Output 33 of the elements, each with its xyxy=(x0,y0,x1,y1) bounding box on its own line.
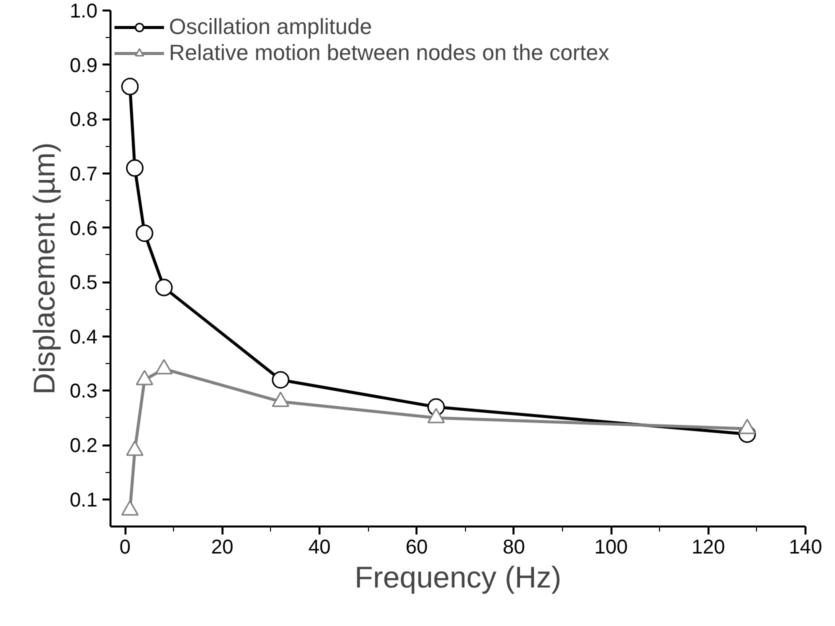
legend-label: Relative motion between nodes on the cortex xyxy=(169,40,610,66)
x-tick-label: 120 xyxy=(692,536,725,558)
y-tick-label: 0.9 xyxy=(70,54,98,77)
y-tick-label: 0.8 xyxy=(70,109,98,132)
y-tick-label: 1.0 xyxy=(70,0,98,22)
point xyxy=(155,278,173,296)
point xyxy=(738,418,756,434)
point xyxy=(121,500,139,516)
y-tick-label: 0.1 xyxy=(70,489,98,512)
y-axis-title: Displacement (µm) xyxy=(28,142,62,395)
y-tick-label: 0.3 xyxy=(70,380,98,403)
y-tick-label: 0.2 xyxy=(70,435,98,458)
point xyxy=(272,392,290,407)
y-tick-label: 0.5 xyxy=(70,272,98,294)
point xyxy=(121,78,139,96)
y-tick-label: 0.7 xyxy=(70,163,98,186)
x-tick-label: 140 xyxy=(788,536,822,558)
y-tick-label: 0.6 xyxy=(70,218,98,240)
x-tick-label: 100 xyxy=(594,536,628,558)
x-tick-label: 60 xyxy=(406,536,428,558)
y-tick-label: 0.4 xyxy=(70,326,98,348)
x-tick-label: 40 xyxy=(308,536,331,558)
point xyxy=(136,370,154,386)
point xyxy=(155,358,173,374)
point xyxy=(136,224,154,242)
x-tick-label: 80 xyxy=(502,536,526,558)
legend-label: Oscillation amplitude xyxy=(169,14,372,40)
x-tick-label: 0 xyxy=(120,536,131,558)
point xyxy=(126,440,144,456)
point xyxy=(427,408,445,424)
point xyxy=(126,159,144,177)
x-tick-label: 20 xyxy=(211,536,234,558)
x-axis-title: Frequency (Hz) xyxy=(354,562,562,594)
